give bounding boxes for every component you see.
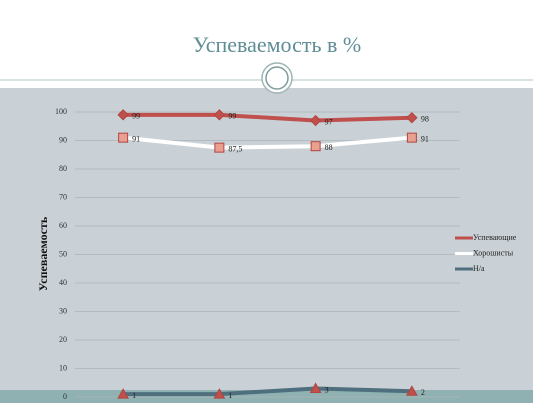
y-tick-label: 50 [59, 249, 67, 258]
series-line [123, 386, 412, 397]
chart-title: Успеваемость в % [193, 32, 361, 57]
marker [406, 111, 418, 124]
marker [117, 109, 129, 121]
y-tick-label: 20 [59, 335, 67, 344]
legend-label: Н/а [473, 264, 485, 273]
data-label: 88 [325, 143, 333, 152]
data-label: 2 [421, 388, 425, 397]
data-label: 3 [325, 385, 329, 394]
data-label: 91 [132, 134, 140, 143]
y-tick-label: 0 [63, 392, 67, 401]
y-tick-label: 90 [59, 135, 67, 144]
marker [406, 385, 418, 396]
data-label: 1 [132, 391, 136, 400]
data-label: 91 [421, 134, 429, 143]
marker [309, 114, 322, 127]
marker [406, 132, 417, 143]
y-tick-label: 70 [59, 192, 67, 201]
data-label: 87,5 [228, 144, 242, 153]
legend-label: Хорошисты [473, 248, 514, 257]
y-tick-label: 60 [59, 221, 67, 230]
legend-label: Успевающие [473, 233, 517, 242]
marker [117, 388, 129, 399]
marker [214, 142, 225, 153]
y-tick-label: 30 [59, 306, 67, 315]
y-tick-label: 100 [55, 107, 67, 116]
marker [118, 132, 129, 143]
data-label: 1 [228, 391, 232, 400]
series-line [123, 112, 412, 123]
y-axis-label: Успеваемость [36, 216, 50, 291]
y-tick-label: 80 [59, 164, 67, 173]
series-line [122, 135, 413, 150]
marker [309, 382, 322, 393]
marker [213, 388, 226, 399]
data-label: 98 [421, 115, 429, 124]
marker [213, 109, 226, 121]
data-label: 99 [132, 112, 140, 121]
chart-background [0, 88, 533, 403]
data-label: 97 [325, 117, 333, 126]
data-label: 99 [228, 112, 236, 121]
y-tick-label: 10 [59, 363, 67, 372]
ornament-inner [265, 66, 289, 90]
y-tick-label: 40 [59, 278, 67, 287]
marker [310, 141, 321, 152]
